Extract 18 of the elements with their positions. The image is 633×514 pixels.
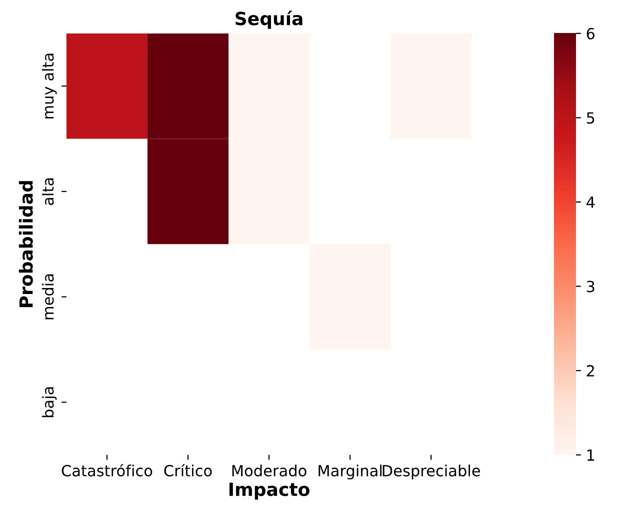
y-tick-label: media bbox=[42, 274, 54, 320]
x-tick-label: Catastrófico bbox=[62, 464, 152, 476]
x-tick-label: Crítico bbox=[164, 464, 212, 476]
y-tick-label: muy alta bbox=[42, 54, 57, 118]
y-axis-title: Probabilidad bbox=[18, 181, 33, 308]
x-tick-label: Marginal bbox=[318, 464, 382, 480]
color-bar-label: 1 bbox=[587, 450, 594, 461]
y-tick-label: alta bbox=[42, 178, 54, 206]
chart-title: Sequía bbox=[236, 10, 302, 29]
color-bar-label: 3 bbox=[586, 280, 594, 292]
color-bar-label: 4 bbox=[586, 196, 595, 208]
x-axis-title: Impacto bbox=[229, 482, 310, 500]
y-tick-label: baja bbox=[42, 387, 57, 418]
x-tick-label: Despreciable bbox=[382, 464, 480, 480]
color-bar-label: 2 bbox=[586, 365, 594, 376]
x-tick-label: Moderado bbox=[232, 464, 306, 476]
color-bar-label: 5 bbox=[586, 112, 594, 124]
color-bar-label: 6 bbox=[586, 28, 595, 40]
